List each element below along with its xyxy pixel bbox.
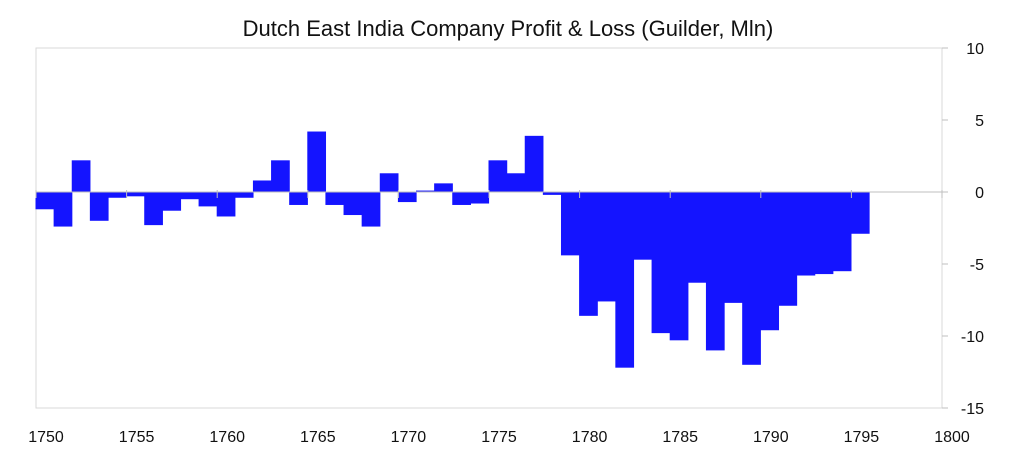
bar-1750 — [35, 192, 55, 210]
chart-title: Dutch East India Company Profit & Loss (… — [242, 16, 774, 41]
bar-1766 — [325, 192, 345, 205]
bar-1763 — [271, 160, 290, 192]
bar-1789 — [742, 192, 761, 365]
bar-1769 — [379, 173, 399, 192]
x-tick-label: 1800 — [934, 429, 970, 446]
bar-1770 — [397, 192, 417, 203]
y-tick-label: 0 — [975, 185, 984, 202]
x-tick-label: 1790 — [753, 429, 789, 446]
bar-1778 — [542, 192, 562, 195]
bar-1788 — [724, 192, 743, 303]
bar-1772 — [434, 183, 453, 192]
bar-1765 — [307, 131, 327, 192]
bar-1755 — [126, 192, 145, 197]
bar-1783 — [633, 192, 653, 260]
bar-1771 — [416, 190, 435, 192]
bar-1792 — [796, 192, 816, 276]
bar-1785 — [669, 192, 689, 341]
x-axis: 1750 1755 1760 1765 1770 1775 1780 1785 1790 1795… — [28, 190, 970, 446]
bar-1761 — [234, 192, 254, 198]
bar-1754 — [107, 192, 127, 198]
y-tick-label: -5 — [970, 257, 984, 274]
x-tick-label: 1755 — [119, 429, 155, 446]
bar-1757 — [162, 192, 182, 211]
bar-1791 — [778, 192, 798, 306]
bar-1758 — [180, 192, 200, 200]
bar-series — [35, 131, 870, 368]
x-tick-label: 1780 — [572, 429, 608, 446]
x-tick-label: 1765 — [300, 429, 336, 446]
x-tick-label: 1760 — [209, 429, 245, 446]
y-tick-label: 5 — [975, 113, 984, 130]
bar-1790 — [760, 192, 780, 331]
bar-1773 — [452, 192, 471, 205]
bar-1759 — [198, 192, 218, 207]
x-tick-label: 1770 — [391, 429, 427, 446]
bar-1795 — [850, 192, 870, 234]
bar-1794 — [832, 192, 852, 272]
x-tick-label: 1775 — [481, 429, 517, 446]
bar-1753 — [89, 192, 109, 221]
bar-1776 — [506, 173, 526, 192]
bar-1780 — [579, 192, 598, 316]
x-tick-label: 1785 — [662, 429, 698, 446]
bar-1751 — [53, 192, 73, 227]
y-axis: 10 5 0 -5 -10 -15 — [942, 41, 984, 418]
bar-1764 — [289, 192, 308, 205]
bar-1768 — [361, 192, 381, 227]
y-tick-label: -10 — [961, 329, 984, 346]
y-tick-label: 10 — [966, 41, 984, 58]
bar-1782 — [615, 192, 635, 368]
bar-1786 — [687, 192, 707, 283]
x-tick-label: 1795 — [844, 429, 880, 446]
bar-1775 — [488, 160, 508, 192]
bar-1793 — [814, 192, 834, 275]
bar-1774 — [470, 192, 490, 204]
bar-1787 — [705, 192, 725, 351]
bar-1779 — [560, 192, 580, 256]
y-tick-label: -15 — [961, 401, 984, 418]
bar-1777 — [524, 135, 544, 192]
x-tick-label: 1750 — [28, 429, 64, 446]
bar-1762 — [252, 180, 272, 192]
bar-1784 — [651, 192, 671, 334]
bar-1752 — [71, 160, 91, 192]
bar-1760 — [216, 192, 236, 217]
bar-1756 — [144, 192, 163, 226]
bar-1767 — [343, 192, 363, 216]
bar-1781 — [597, 192, 616, 302]
